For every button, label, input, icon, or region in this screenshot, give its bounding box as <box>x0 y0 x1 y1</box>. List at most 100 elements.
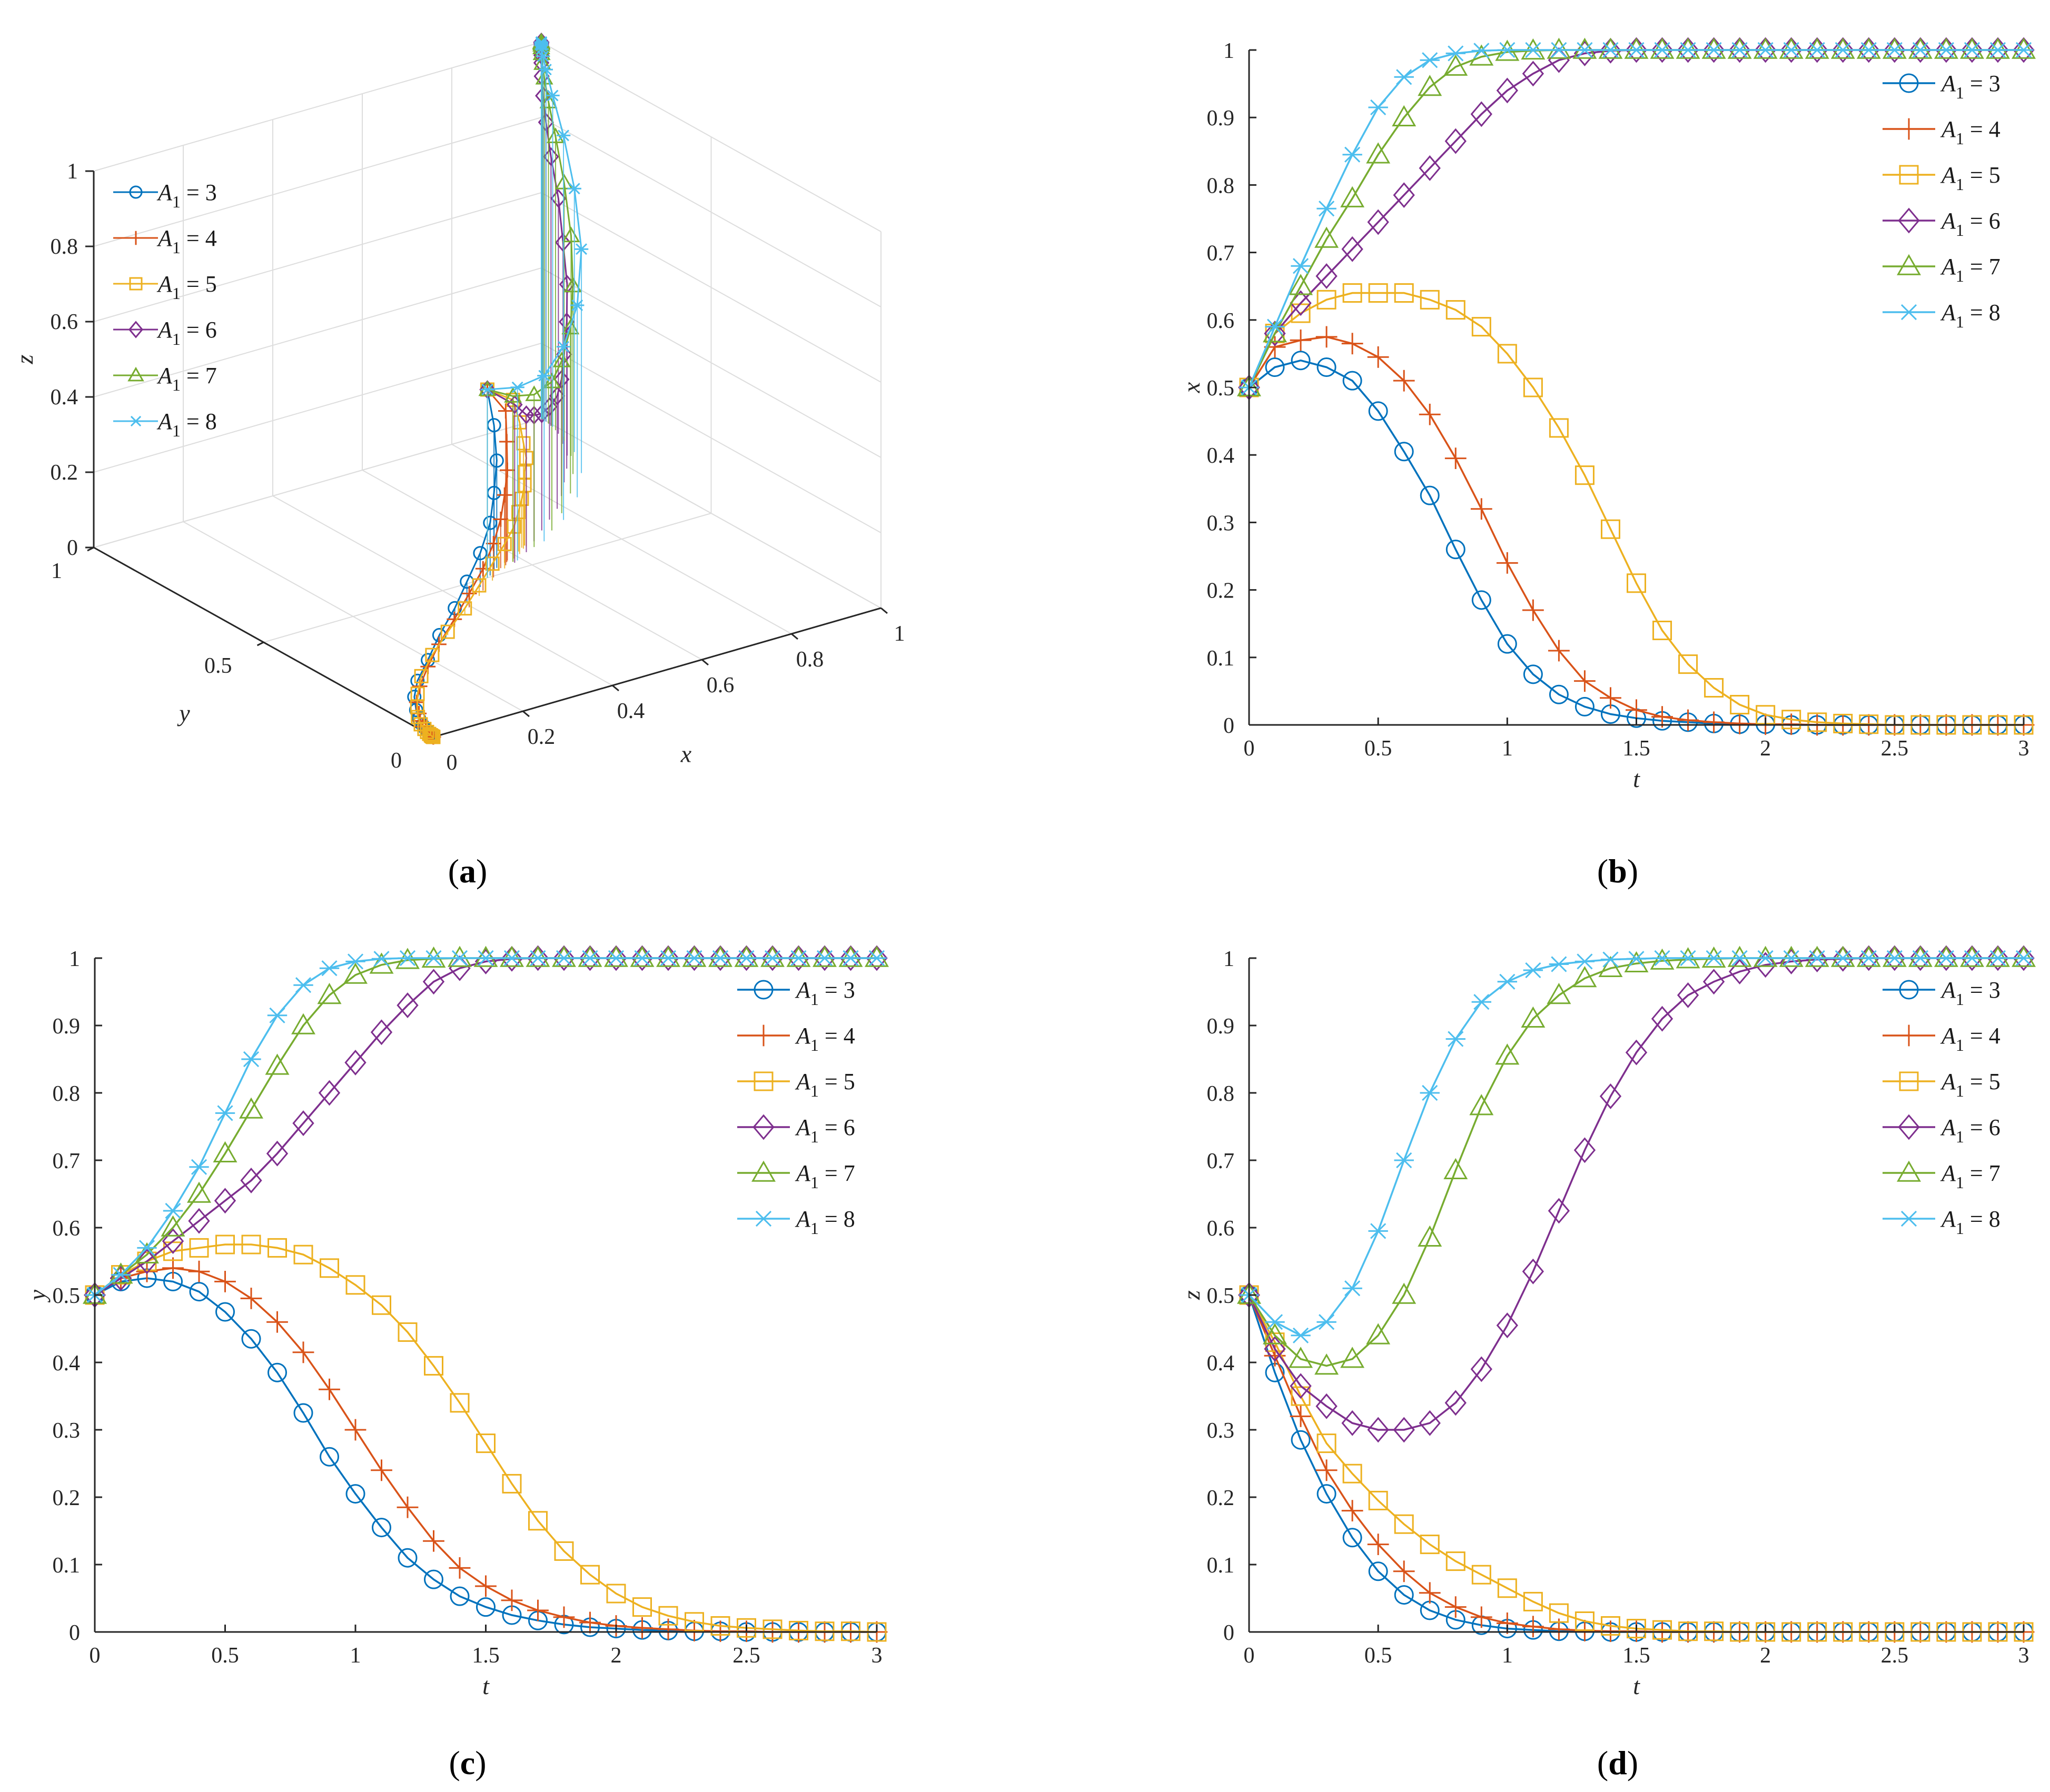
data-point <box>448 945 472 967</box>
y-tick-label: 0 <box>391 749 402 773</box>
data-point <box>1728 959 1751 985</box>
x-tick-mark <box>880 607 888 614</box>
legend-item-6: A1 = 6 <box>1883 1114 2001 1146</box>
legend-label: A1 = 6 <box>1940 1114 2001 1146</box>
data-point <box>187 1181 211 1203</box>
data-point <box>1394 283 1414 303</box>
data-point <box>1523 962 1543 979</box>
series-6 <box>1238 37 2035 401</box>
data-point <box>1291 1386 1311 1406</box>
y-tick-label: 0.5 <box>1207 376 1235 401</box>
data-point <box>534 36 549 48</box>
data-point <box>372 1295 391 1315</box>
legend-label: A1 = 7 <box>795 1160 855 1192</box>
data-point <box>1572 37 1597 59</box>
data-point <box>292 1110 314 1137</box>
data-point <box>1265 1332 1285 1352</box>
legend-label: A1 = 6 <box>156 317 217 349</box>
data-point <box>1470 498 1492 520</box>
data-point <box>214 1188 236 1214</box>
data-point <box>710 950 730 967</box>
data-point <box>422 969 445 995</box>
data-point <box>1885 42 1905 58</box>
data-point <box>1678 42 1698 58</box>
data-point <box>317 982 342 1004</box>
data-point <box>1884 945 1906 971</box>
data-point <box>536 50 550 62</box>
z-tick-label: 1 <box>67 160 78 184</box>
series-8 <box>1239 950 2034 1343</box>
data-point <box>1368 1223 1388 1239</box>
series-5 <box>1239 283 2034 735</box>
data-point <box>1549 42 1569 58</box>
data-point <box>1419 1582 1441 1604</box>
data-point <box>1549 956 1569 972</box>
data-point <box>553 1606 575 1628</box>
data-point <box>1830 945 1855 967</box>
data-point <box>440 624 455 639</box>
data-point <box>1650 37 1675 59</box>
x-tick-label: 2.5 <box>1881 1644 1909 1668</box>
x-axis-label: t <box>1633 765 1640 792</box>
data-point <box>510 381 524 393</box>
data-point <box>1444 1390 1467 1416</box>
data-point <box>1652 1620 1672 1640</box>
data-point <box>475 1575 497 1597</box>
data-point <box>1471 317 1491 337</box>
data-point <box>1908 945 1933 967</box>
data-point <box>1418 75 1442 96</box>
legend: A1 = 3 A1 = 4 A1 = 5 A1 = 6 A1 = 7 A1 = 8 <box>113 180 217 440</box>
trajectory-3 <box>407 382 504 744</box>
legend-marker <box>1899 165 1919 185</box>
y-tick-label: 0.8 <box>53 1082 81 1106</box>
data-point <box>1392 1282 1417 1304</box>
y-tick-label: 1 <box>51 559 62 583</box>
data-point <box>537 370 551 382</box>
data-point <box>265 1053 290 1075</box>
data-point <box>410 700 424 714</box>
z-tick-label: 0.2 <box>51 461 78 485</box>
data-point <box>1497 42 1518 58</box>
data-point <box>1704 42 1724 58</box>
x-tick-label: 3 <box>872 1644 883 1668</box>
data-point <box>215 1235 235 1255</box>
data-point <box>555 173 573 190</box>
data-point <box>241 1051 261 1068</box>
legend-item-6: A1 = 6 <box>1883 207 2001 240</box>
data-point <box>1652 621 1672 641</box>
panel-c-y-vs-t: 0 0.5 1 1.5 2 2.5 3 0 0.1 0.2 0.3 0.4 0.5 0.6 0.7 0.8 0.… <box>24 945 889 1699</box>
data-point <box>527 945 549 971</box>
data-point <box>2012 945 2036 967</box>
data-point <box>1496 1312 1518 1339</box>
data-point <box>318 1080 341 1106</box>
y-tick-label: 0.9 <box>1207 106 1235 131</box>
data-point <box>631 1617 653 1639</box>
data-point <box>1419 403 1441 425</box>
data-point <box>1547 982 1571 1004</box>
x-tick-label: 0.8 <box>796 648 824 672</box>
data-point <box>1830 37 1855 59</box>
data-point <box>1753 37 1778 59</box>
legend-label: A1 = 3 <box>1940 977 2001 1009</box>
data-point <box>213 1141 237 1162</box>
data-point <box>1418 1225 1442 1247</box>
data-point <box>552 351 571 367</box>
data-point <box>1702 969 1725 995</box>
data-point <box>189 1159 209 1175</box>
data-point <box>736 950 757 967</box>
legend-item-6: A1 = 6 <box>737 1114 855 1146</box>
data-point <box>476 950 496 967</box>
legend-item-6: A1 = 6 <box>113 317 217 349</box>
legend: A1 = 3 A1 = 4 A1 = 5 A1 = 6 A1 = 7 A1 = 8 <box>1883 977 2001 1238</box>
x-tick-label: 2.5 <box>732 1644 760 1668</box>
data-point <box>1314 226 1339 248</box>
series-line <box>1248 359 2024 726</box>
data-point <box>1729 950 1750 967</box>
data-point <box>1856 945 1881 967</box>
x-tick-label: 1.5 <box>472 1644 500 1668</box>
data-point <box>1497 1578 1517 1598</box>
series-line <box>1248 957 2024 1367</box>
caption-d-letter: d <box>1608 1744 1627 1781</box>
data-point <box>1779 37 1804 59</box>
